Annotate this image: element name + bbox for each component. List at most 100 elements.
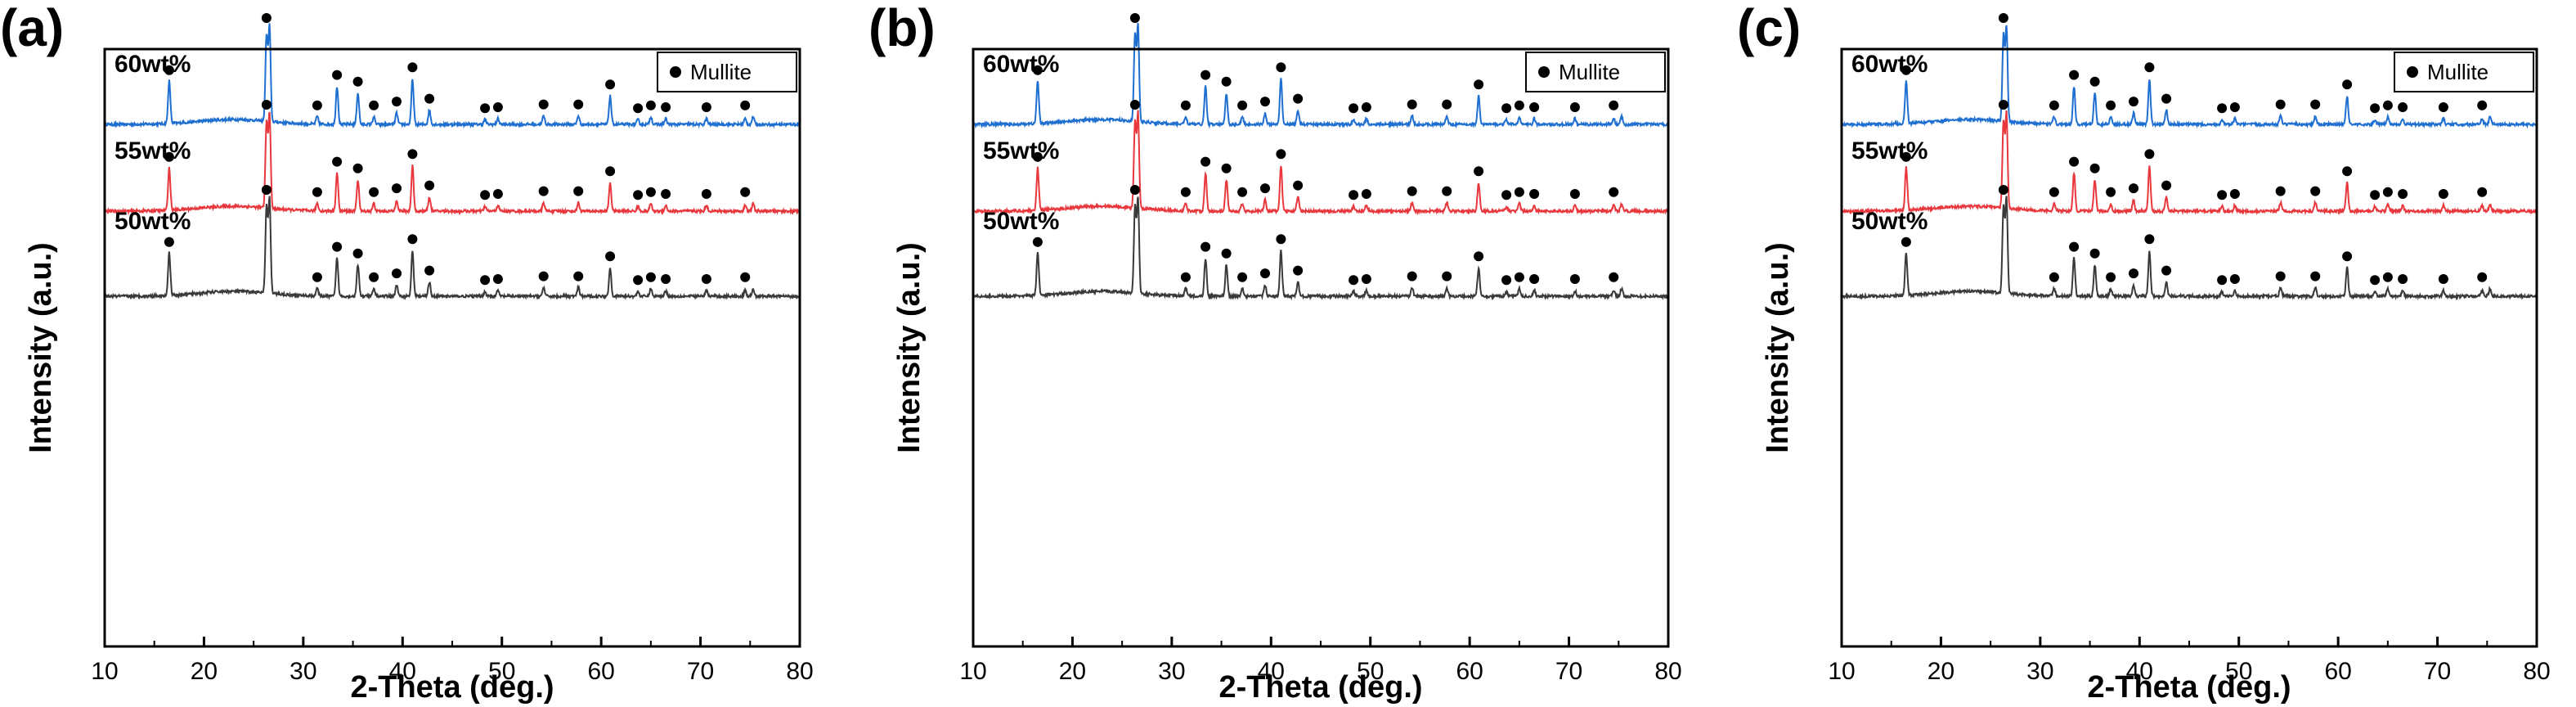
mullite-peak-marker [1514,272,1524,282]
mullite-peak-marker [2477,272,2488,282]
mullite-peak-marker [661,102,671,112]
legend-marker [2407,66,2418,78]
mullite-peak-marker [2398,102,2408,112]
mullite-peak-marker [2049,100,2059,110]
mullite-peak-marker [369,100,379,110]
mullite-peak-marker [573,99,584,110]
mullite-peak-marker [1361,102,1371,112]
x-axis-title: 2-Theta (deg.) [1218,670,1422,705]
mullite-peak-marker [1998,13,2008,23]
mullite-peak-marker [1180,187,1191,197]
series-label: 55wt% [983,137,1059,164]
mullite-peak-marker [2342,79,2353,90]
legend: Mullite [1525,52,1666,92]
legend-label: Mullite [2427,60,2488,84]
mullite-peak-marker [392,268,402,279]
x-tick-label: 80 [1654,658,1681,685]
mullite-peak-marker [645,100,656,110]
mullite-peak-marker [2089,163,2100,173]
xrd-trace [972,196,1669,301]
mullite-peak-marker [407,234,418,245]
mullite-peak-marker [2229,189,2240,199]
y-axis-title: Intensity (a.u.) [892,242,927,453]
mullite-peak-marker [392,97,402,107]
x-tick-label: 60 [587,658,614,685]
x-tick-label: 10 [959,658,986,685]
mullite-peak-marker [538,99,549,110]
mullite-peak-marker [701,274,711,284]
mullite-peak-marker [2382,100,2393,110]
mullite-peak-marker [480,103,491,114]
mullite-peak-marker [1609,187,1619,197]
mullite-peak-marker [2089,248,2100,259]
mullite-peak-marker [1032,151,1043,162]
mullite-peak-marker [605,166,616,177]
x-tick-label: 50 [488,658,515,685]
mullite-peak-marker [2310,186,2321,196]
mullite-peak-marker [1901,65,1911,75]
xrd-trace [972,110,1669,216]
mullite-peak-marker [1474,79,1484,90]
mullite-peak-marker [2161,265,2172,276]
mullite-peak-marker [1901,236,1911,247]
mullite-peak-marker [1180,100,1191,110]
x-tick-label: 80 [786,658,813,685]
x-tick-label: 40 [2126,658,2153,685]
mullite-peak-marker [2217,190,2228,200]
mullite-peak-marker [1529,189,1540,199]
panel-label: (b) [868,0,936,57]
mullite-peak-marker [2106,100,2116,110]
mullite-peak-marker [424,93,435,104]
mullite-peak-marker [332,241,343,252]
mullite-peak-marker [312,272,322,282]
mullite-peak-marker [392,183,402,194]
mullite-peak-marker [352,163,363,173]
mullite-peak-marker [1361,274,1371,284]
mullite-peak-marker [407,149,418,160]
series-label: 60wt% [983,51,1059,78]
x-tick-label: 80 [2523,658,2550,685]
mullite-peak-marker [1221,163,1232,173]
mullite-peak-marker [1609,272,1619,282]
series-label: 50wt% [1851,208,1928,235]
mullite-peak-marker [1237,272,1248,282]
series-50wt%: 50wt% [104,185,801,301]
mullite-peak-marker [1514,187,1524,197]
mullite-peak-marker [701,102,711,112]
x-axis-title: 2-Theta (deg.) [2087,670,2291,705]
mullite-peak-marker [1514,100,1524,110]
mullite-peak-marker [492,274,503,284]
mullite-peak-marker [1032,65,1043,75]
mullite-peak-marker [369,187,379,197]
mullite-peak-marker [1442,99,1452,110]
mullite-peak-marker [2049,272,2059,282]
mullite-peak-marker [1569,274,1580,284]
mullite-peak-marker [2477,187,2488,197]
mullite-peak-marker [480,190,491,200]
mullite-peak-marker [2275,99,2286,110]
panel-label: (a) [0,0,64,57]
x-tick-label: 40 [389,658,416,685]
mullite-peak-marker [492,189,503,199]
x-tick-label: 20 [1928,658,1954,685]
mullite-peak-marker [1260,97,1270,107]
series-55wt%: 55wt% [972,100,1669,216]
x-tick-label: 30 [289,658,316,685]
mullite-peak-marker [1200,241,1211,252]
x-axis-title: 2-Theta (deg.) [350,670,554,705]
x-tick-label: 70 [1555,658,1582,685]
mullite-peak-marker [740,187,751,197]
mullite-peak-marker [261,100,272,110]
mullite-peak-marker [633,190,644,200]
mullite-peak-marker [2069,156,2080,167]
mullite-peak-marker [407,62,418,73]
x-tick-label: 30 [1158,658,1185,685]
mullite-peak-marker [1260,183,1270,194]
x-tick-label: 50 [2225,658,2252,685]
mullite-peak-marker [1407,99,1417,110]
mullite-peak-marker [352,248,363,259]
series-60wt%: 60wt% [972,13,1669,129]
mullite-peak-marker [1221,76,1232,87]
series-50wt%: 50wt% [1841,185,2538,301]
mullite-peak-marker [1901,151,1911,162]
